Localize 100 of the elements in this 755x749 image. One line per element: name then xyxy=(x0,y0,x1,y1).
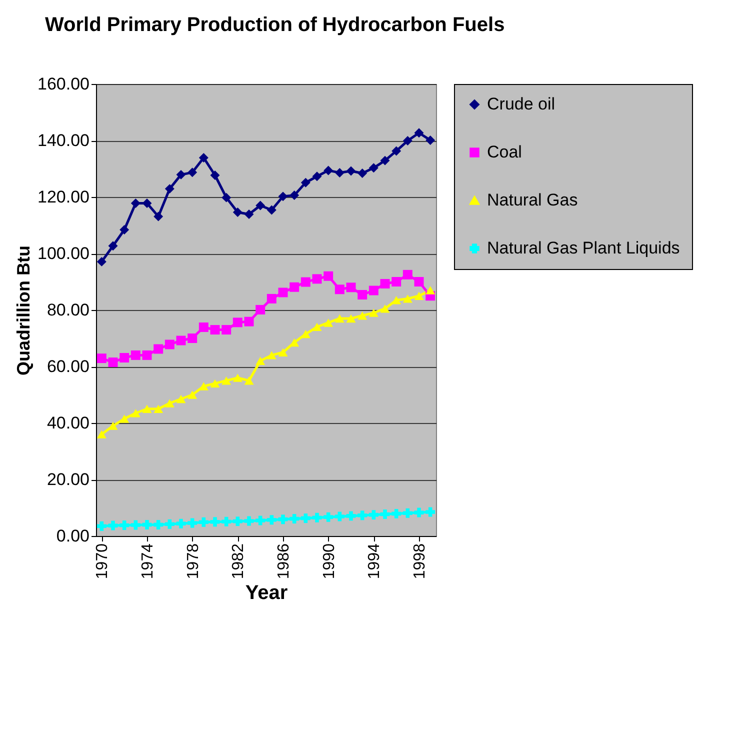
point xyxy=(380,156,390,166)
point xyxy=(130,520,140,530)
y-tick-label: 0.00 xyxy=(56,526,90,546)
point xyxy=(120,520,130,530)
x-tick-label: 1978 xyxy=(184,543,202,580)
point xyxy=(154,520,164,530)
point xyxy=(232,208,242,217)
point xyxy=(290,190,300,200)
point xyxy=(266,205,276,215)
point xyxy=(154,344,164,354)
point xyxy=(256,304,266,314)
point xyxy=(278,514,288,524)
point xyxy=(176,394,186,404)
point xyxy=(368,510,378,520)
point xyxy=(142,520,152,530)
point xyxy=(414,508,424,518)
point xyxy=(300,330,310,338)
point xyxy=(380,304,390,313)
point xyxy=(426,135,436,145)
x-tick-label: 1990 xyxy=(320,543,338,580)
point xyxy=(334,284,344,294)
y-tick-label: 60.00 xyxy=(46,357,90,376)
y-tick-label: 160.00 xyxy=(38,74,90,94)
point xyxy=(346,511,356,521)
point xyxy=(188,518,198,528)
point xyxy=(154,212,164,222)
point xyxy=(188,390,198,399)
x-axis-title: Year xyxy=(245,582,288,604)
point xyxy=(334,314,344,323)
point xyxy=(290,282,300,292)
point xyxy=(222,516,232,526)
legend-label: Natural Gas Plant Liquids xyxy=(487,238,680,258)
point xyxy=(358,290,368,300)
chart-title: World Primary Production of Hydrocarbon Fuels xyxy=(45,14,505,36)
point xyxy=(232,374,242,382)
point xyxy=(414,128,424,138)
point xyxy=(300,277,310,287)
point xyxy=(402,270,412,280)
point xyxy=(402,508,412,518)
point xyxy=(278,288,288,298)
point xyxy=(244,209,254,219)
point xyxy=(266,515,276,525)
point xyxy=(334,512,344,522)
point xyxy=(392,146,402,156)
point xyxy=(176,336,186,346)
point xyxy=(210,170,220,180)
point xyxy=(256,200,266,210)
point xyxy=(210,517,220,527)
point xyxy=(392,508,402,518)
point xyxy=(346,166,356,176)
x-tick-label: 1994 xyxy=(366,543,384,580)
point xyxy=(232,318,242,328)
point xyxy=(402,136,412,146)
point xyxy=(380,510,390,519)
x-tick-label: 1986 xyxy=(276,543,292,580)
x-tick-label: 1998 xyxy=(412,543,428,580)
y-tick-label: 140.00 xyxy=(38,131,90,150)
point xyxy=(96,430,106,438)
point xyxy=(108,358,118,368)
y-tick-label: 80.00 xyxy=(46,300,90,320)
point xyxy=(368,286,378,296)
point xyxy=(346,314,356,323)
point xyxy=(198,322,208,332)
point xyxy=(120,414,130,423)
point xyxy=(290,514,300,524)
point xyxy=(188,168,198,178)
point xyxy=(414,292,424,300)
point xyxy=(222,192,232,202)
x-tick-label: 1974 xyxy=(140,543,156,580)
point xyxy=(222,325,232,335)
point xyxy=(96,256,106,266)
point xyxy=(142,350,152,360)
point xyxy=(346,282,356,292)
point xyxy=(266,294,276,304)
point xyxy=(164,184,174,194)
point xyxy=(222,376,232,385)
point xyxy=(198,152,208,162)
point xyxy=(324,318,334,327)
point xyxy=(278,348,288,356)
point xyxy=(358,510,368,520)
point xyxy=(210,325,220,335)
point xyxy=(164,399,174,408)
y-tick-label: 40.00 xyxy=(46,414,90,432)
point xyxy=(256,516,266,526)
y-tick-label: 100.00 xyxy=(38,244,90,263)
point xyxy=(164,519,174,529)
point xyxy=(324,166,334,176)
point xyxy=(188,334,198,343)
point xyxy=(130,409,140,418)
point xyxy=(130,198,140,208)
point xyxy=(96,521,106,531)
point xyxy=(392,277,402,286)
point xyxy=(130,350,140,360)
point xyxy=(164,340,174,350)
point xyxy=(358,312,368,320)
point xyxy=(392,296,402,304)
point xyxy=(312,274,322,284)
point xyxy=(324,512,334,522)
point xyxy=(244,316,254,326)
point xyxy=(300,513,310,523)
